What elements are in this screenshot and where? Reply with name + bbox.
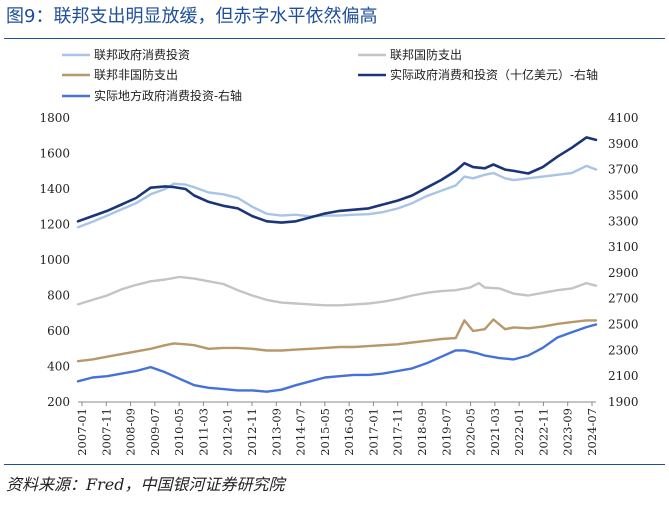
x-tick-label: 2012-11 <box>245 408 259 456</box>
legend-label-federal-nondefense: 联邦非国防支出 <box>94 67 178 82</box>
x-tick-label: 2007-11 <box>99 408 113 456</box>
chart-title: 图9：联邦支出明显放缓，但赤字水平依然偏高 <box>6 6 378 27</box>
x-tick-label: 2016-03 <box>342 408 356 456</box>
line-real-gov <box>76 136 598 224</box>
line-federal-consumption <box>76 164 598 229</box>
line-federal-defense <box>76 275 598 307</box>
y-right-tick-label: 2500 <box>608 318 639 332</box>
legend: 联邦政府消费投资 联邦国防支出 联邦非国防支出 实际政府消费和投资（十亿美元）-… <box>62 47 598 103</box>
x-tick-label: 2017-11 <box>391 408 405 456</box>
y-right-tick-label: 3900 <box>608 137 639 151</box>
x-tick-label: 2007-01 <box>75 408 89 456</box>
x-tick-label: 2013-09 <box>269 408 283 456</box>
y-right-tick-label: 3500 <box>608 188 639 202</box>
y-right-tick-label: 4100 <box>608 111 639 125</box>
x-tick-label: 2019-07 <box>439 408 453 456</box>
source-divider <box>4 464 665 465</box>
chart: 联邦政府消费投资 联邦国防支出 联邦非国防支出 实际政府消费和投资（十亿美元）-… <box>39 47 638 456</box>
x-tick-label: 2022-11 <box>536 408 550 456</box>
y-left-tick-label: 400 <box>47 360 70 374</box>
y-left-tick-label: 1800 <box>39 111 70 125</box>
x-tick-label: 2017-01 <box>366 408 380 456</box>
y-right-tick-label: 3100 <box>608 240 639 254</box>
y-left-tick-label: 200 <box>47 395 70 409</box>
legend-label-real-gov: 实际政府消费和投资（十亿美元）-右轴 <box>390 67 598 82</box>
y-right-tick-label: 3300 <box>608 214 639 228</box>
y-right-tick-label: 1900 <box>608 395 639 409</box>
series-lines <box>76 136 598 393</box>
y-right-tick-label: 2700 <box>608 292 639 306</box>
y-left-tick-label: 800 <box>47 289 70 303</box>
y-left-tick-label: 1600 <box>39 147 70 161</box>
legend-label-real-local: 实际地方政府消费投资-右轴 <box>94 88 242 103</box>
axes: 200 400 600 800 1000 1200 1400 1600 1800 1900 2100… <box>39 111 638 456</box>
x-tick-label: 2021-03 <box>488 408 502 456</box>
legend-label-federal-consumption: 联邦政府消费投资 <box>94 47 190 62</box>
line-federal-nondefense <box>76 318 598 363</box>
y-left-tick-label: 1200 <box>39 218 70 232</box>
source-note: 资料来源：Fred，中国银河证券研究院 <box>6 475 285 494</box>
x-tick-label: 2024-07 <box>585 408 599 456</box>
y-right-tick-label: 2300 <box>608 343 639 357</box>
y-right-tick-label: 2100 <box>608 369 639 383</box>
y-right-tick-label: 3700 <box>608 163 639 177</box>
legend-label-federal-defense: 联邦国防支出 <box>390 47 462 62</box>
x-tick-label: 2009-07 <box>148 408 162 456</box>
x-tick-label: 2010-05 <box>172 408 186 456</box>
title-divider <box>4 38 665 39</box>
x-tick-label: 2011-03 <box>196 408 210 456</box>
x-tick-label: 2015-05 <box>318 408 332 456</box>
y-left-tick-label: 600 <box>47 324 70 338</box>
x-tick-label: 2023-09 <box>561 408 575 456</box>
x-tick-label: 2022-01 <box>512 408 526 456</box>
x-tick-label: 2020-05 <box>464 408 478 456</box>
y-right-tick-label: 2900 <box>608 266 639 280</box>
line-real-local <box>76 323 598 393</box>
y-left-tick-label: 1000 <box>39 253 70 267</box>
y-left-tick-label: 1400 <box>39 182 70 196</box>
x-tick-label: 2012-01 <box>221 408 235 456</box>
x-tick-label: 2008-09 <box>124 408 138 456</box>
x-tick-label: 2014-07 <box>294 408 308 456</box>
x-tick-label: 2018-09 <box>415 408 429 456</box>
